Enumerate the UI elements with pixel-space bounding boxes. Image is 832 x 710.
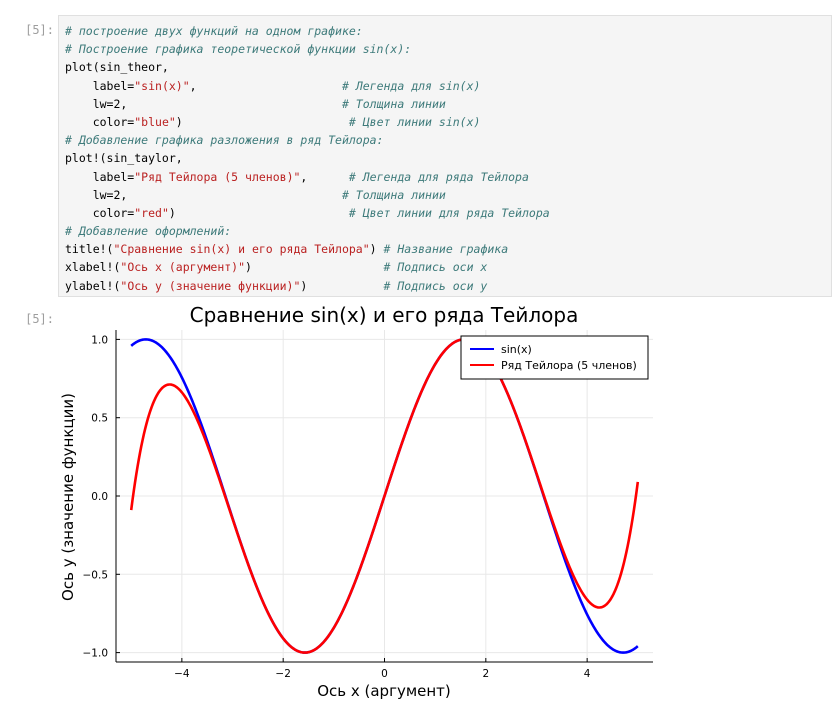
code-text: ) (175, 114, 349, 129)
code-text: ) (300, 278, 384, 293)
code-comment: # Подпись оси y (383, 278, 488, 293)
output-prompt: [5]: (25, 312, 54, 326)
legend-label: Ряд Тейлора (5 членов) (501, 359, 637, 372)
code-string: "Ось y (значение функции)" (120, 278, 301, 293)
code-line: # построение двух функций на одном графи… (65, 22, 550, 40)
code-line: color="red") # Цвет линии для ряда Тейло… (65, 204, 550, 222)
code-string: "Ось x (аргумент)" (120, 260, 246, 275)
y-axis-label: Ось y (значение функции) (59, 393, 77, 601)
series-line-taylor (129, 338, 640, 654)
series-lines (129, 338, 640, 654)
code-text: label= (65, 78, 135, 93)
y-tick-label: −1.0 (83, 648, 109, 660)
y-tick-label: 0.5 (91, 413, 108, 425)
code-string: "Ряд Тейлора (5 членов)" (134, 169, 301, 184)
code-comment: # Толщина линии (341, 96, 446, 111)
code-text: lw=2, (65, 96, 342, 111)
code-line: color="blue") # Цвет линии sin(x) (65, 113, 550, 131)
code-string: "Сравнение sin(x) и его ряда Тейлора" (113, 242, 370, 257)
code-text: color= (65, 205, 135, 220)
code-text: ) (168, 205, 349, 220)
y-tick-label: 1.0 (91, 334, 108, 346)
code-text: title!( (65, 242, 114, 257)
code-comment: # Добавление оформлений: (65, 224, 232, 239)
code-line: title!("Сравнение sin(x) и его ряда Тейл… (65, 240, 550, 258)
code-comment: # Толщина линии (341, 187, 446, 202)
x-tick-label: −2 (275, 668, 290, 680)
code-comment: # Добавление графика разложения в ряд Те… (65, 133, 384, 148)
code-comment: # Цвет линии для ряда Тейлора (348, 205, 550, 220)
code-line: plot!(sin_taylor, (65, 149, 550, 167)
x-tick-label: 2 (482, 668, 489, 680)
x-tick-label: −4 (174, 668, 190, 680)
code-comment: # Название графика (383, 242, 509, 257)
chart-title: Сравнение sin(x) и его ряда Тейлора (190, 303, 579, 327)
x-axis-label: Ось x (аргумент) (317, 682, 451, 700)
code-cell[interactable]: # построение двух функций на одном графи… (58, 15, 832, 297)
legend: sin(x) Ряд Тейлора (5 членов) (460, 335, 649, 380)
legend-box (460, 335, 649, 380)
y-tick-label: −0.5 (83, 569, 109, 581)
tick-labels: −4 −2 0 2 4 −1.0 −0.5 0.0 0.5 1.0 (83, 334, 591, 680)
axes (115, 330, 653, 663)
code-comment: # Легенда для ряда Тейлора (348, 169, 529, 184)
code-line: lw=2, # Толщина линии (65, 186, 550, 204)
code-text: label= (65, 169, 135, 184)
legend-label: sin(x) (501, 343, 532, 356)
y-tick-label: 0.0 (91, 491, 108, 503)
code-comment: # Легенда для sin(x) (341, 78, 481, 93)
code-comment: # Построение графика теоретической функц… (65, 42, 412, 57)
code-line: lw=2, # Толщина линии (65, 95, 550, 113)
code-text: , (189, 78, 342, 93)
code-string: "red" (134, 205, 169, 220)
code-line: # Добавление графика разложения в ряд Те… (65, 131, 550, 149)
code-comment: # Подпись оси x (383, 260, 488, 275)
code-line: plot(sin_theor, (65, 58, 550, 76)
x-tick-label: 4 (584, 668, 591, 680)
code-line: # Добавление оформлений: (65, 222, 550, 240)
code-text: ylabel!( (65, 278, 121, 293)
code-line: label="sin(x)", # Легенда для sin(x) (65, 77, 550, 95)
code-text: lw=2, (65, 187, 342, 202)
code-text: ) (369, 242, 384, 257)
code-line: # Построение графика теоретической функц… (65, 40, 550, 58)
code-line: xlabel!("Ось x (аргумент)") # Подпись ос… (65, 258, 550, 276)
code-comment: # построение двух функций на одном графи… (65, 24, 363, 38)
code-string: "blue" (134, 114, 176, 129)
code-editor[interactable]: # построение двух функций на одном графи… (65, 22, 550, 295)
code-text: ) (245, 260, 384, 275)
code-line: label="Ряд Тейлора (5 членов)", # Легенд… (65, 168, 550, 186)
x-tick-label: 0 (381, 668, 388, 680)
code-text: , (300, 169, 349, 184)
code-text: xlabel!( (65, 260, 121, 275)
code-string: "sin(x)" (134, 78, 190, 93)
code-text: plot(sin_theor, (65, 60, 169, 75)
code-comment: # Цвет линии sin(x) (348, 114, 481, 129)
code-text: color= (65, 114, 135, 129)
code-line: ylabel!("Ось y (значение функции)") # По… (65, 277, 550, 295)
input-prompt: [5]: (25, 23, 54, 37)
code-text: plot!(sin_taylor, (65, 151, 183, 166)
